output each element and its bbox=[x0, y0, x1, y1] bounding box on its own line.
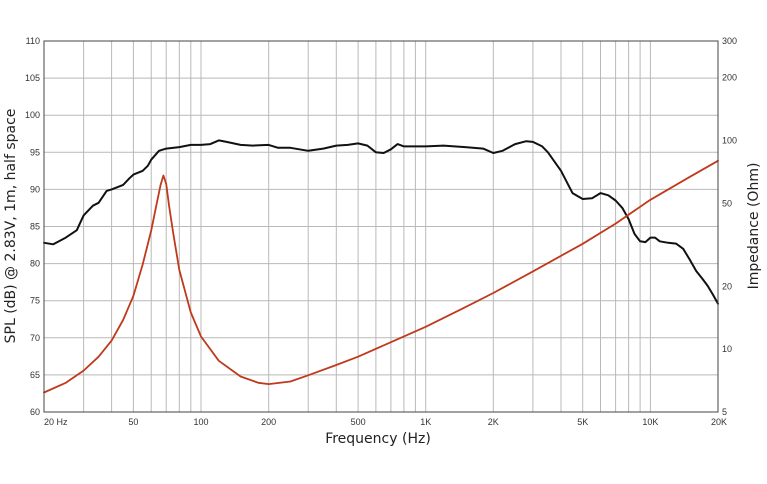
spl-curve bbox=[43, 139, 719, 305]
y-tick-label: 65 bbox=[30, 370, 40, 380]
y2-tick-label: 100 bbox=[722, 136, 737, 146]
y-tick-label: 75 bbox=[30, 296, 40, 306]
y-tick-label: 85 bbox=[30, 222, 40, 232]
y-tick-label: 90 bbox=[30, 184, 40, 194]
impedance-curve bbox=[43, 159, 719, 394]
y2-axis-title: Impedance (Ohm) bbox=[746, 163, 762, 290]
y2-tick-label: 5 bbox=[722, 407, 727, 417]
x-tick-label: 20K bbox=[711, 417, 727, 427]
y-tick-label: 95 bbox=[30, 147, 40, 157]
x-tick-label: 5K bbox=[577, 417, 588, 427]
y2-tick-label: 20 bbox=[722, 281, 732, 291]
plot-frame bbox=[43, 40, 719, 413]
x-tick-label: 1K bbox=[420, 417, 431, 427]
x-tick-label: 20 Hz bbox=[44, 417, 68, 427]
x-tick-label: 500 bbox=[351, 417, 366, 427]
y-tick-label: 100 bbox=[25, 110, 40, 120]
y-tick-label: 60 bbox=[30, 407, 40, 417]
x-tick-label: 100 bbox=[193, 417, 208, 427]
y2-tick-label: 10 bbox=[722, 344, 732, 354]
y2-tick-label: 200 bbox=[722, 73, 737, 83]
x-tick-label: 200 bbox=[261, 417, 276, 427]
x-axis-title: Frequency (Hz) bbox=[325, 431, 431, 447]
x-tick-label: 10K bbox=[642, 417, 658, 427]
tick-labels: 20 Hz 50 100 200 500 1K 2K 5K 10K 20K 60 65 70 75 80 85… bbox=[25, 36, 737, 427]
y-tick-label: 105 bbox=[25, 73, 40, 83]
y-tick-label: 70 bbox=[30, 333, 40, 343]
x-tick-label: 2K bbox=[488, 417, 499, 427]
series-layer bbox=[43, 139, 719, 394]
grid bbox=[44, 41, 718, 412]
y2-tick-label: 50 bbox=[722, 198, 732, 208]
y2-tick-label: 300 bbox=[722, 36, 737, 46]
y-tick-label: 110 bbox=[26, 36, 40, 46]
x-tick-label: 50 bbox=[128, 417, 138, 427]
y-axis-title: SPL (dB) @ 2.83V, 1m, half space bbox=[3, 109, 19, 344]
y-tick-label: 80 bbox=[30, 259, 40, 269]
